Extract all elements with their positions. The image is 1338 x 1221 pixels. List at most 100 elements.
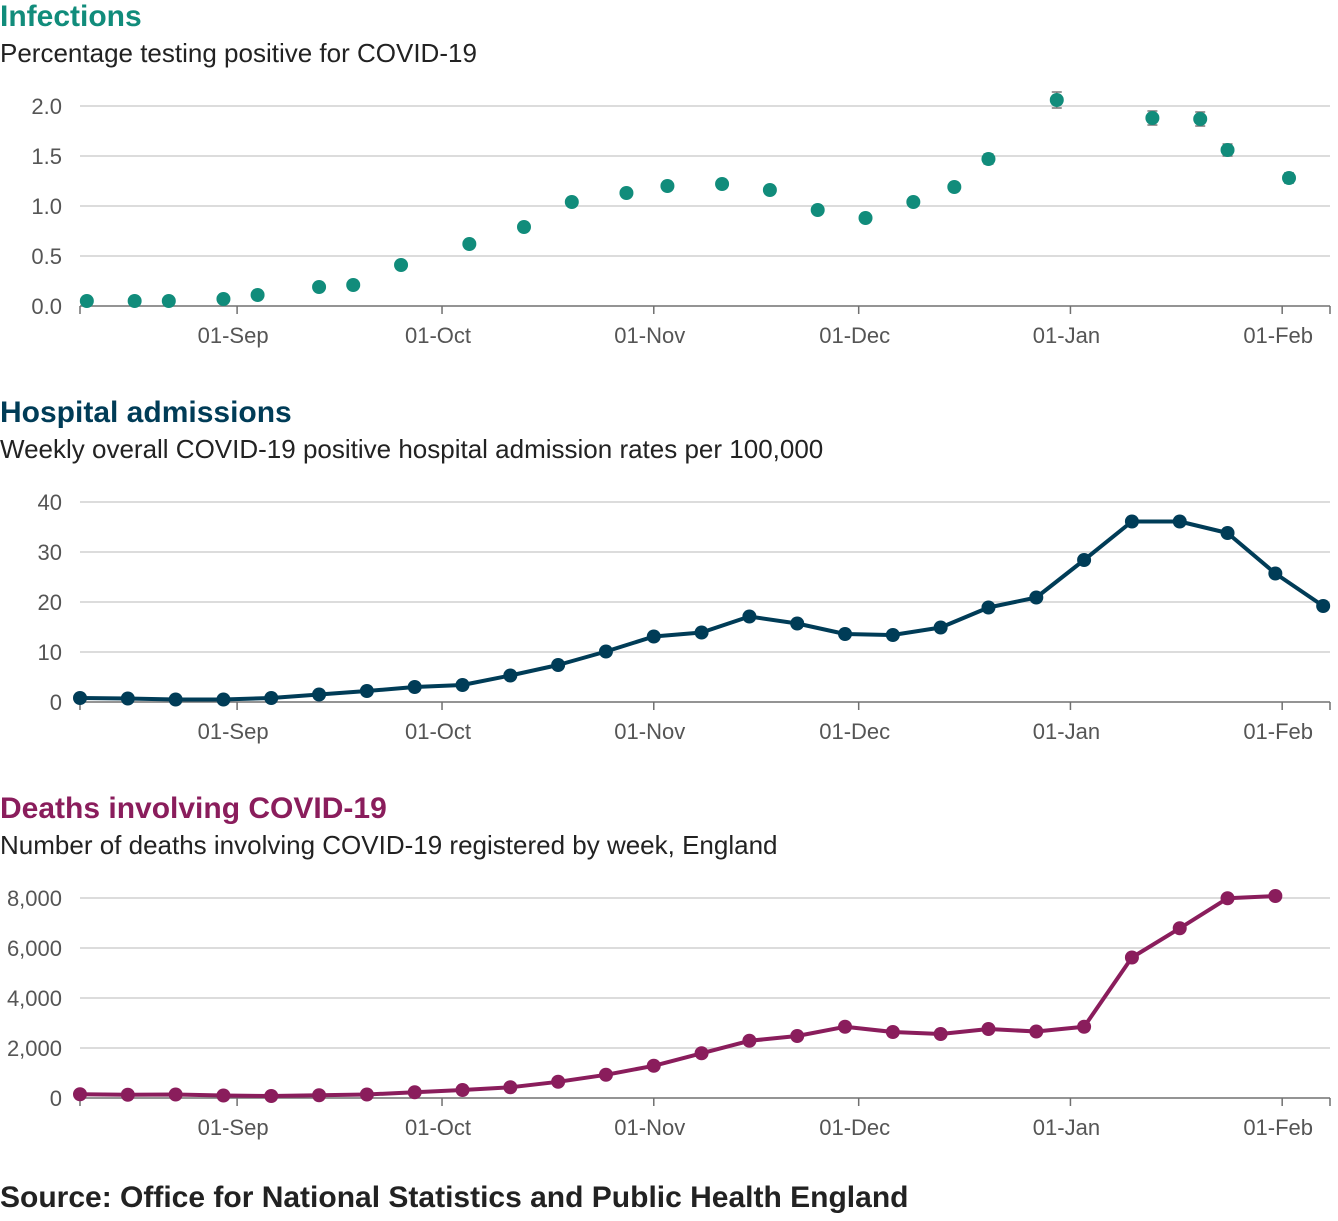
deaths-data-point [73,1087,87,1102]
admissions-data-point [168,692,183,707]
deaths-chart: 0 2,000 4,000 6,000 8,000 01-Sep 01-Oct 01-Nov 0… [7,886,1331,1140]
source-note: Source: Office for National Statistics a… [0,1181,909,1214]
admissions-data-point [646,629,661,644]
admissions-data-point [455,678,470,692]
deaths-data-point [264,1089,279,1103]
admissions-x-tick-label: 01-Jan [1033,719,1100,744]
deaths-y-tick-label: 4,000 [7,986,62,1011]
deaths-x-tick-label: 01-Oct [405,1115,471,1140]
admissions-y-tick-label: 30 [38,540,62,565]
admissions-data-point [1316,599,1331,613]
admissions-data-point [1268,566,1283,581]
admissions-data-point [503,668,518,683]
admissions-series-line [79,519,1325,702]
infections-x-tick-label: 01-Feb [1243,323,1313,348]
admissions-x-tick-label: 01-Feb [1243,719,1313,744]
deaths-y-tick-label: 2,000 [7,1036,62,1061]
deaths-data-point [981,1022,996,1036]
infections-data-point [619,186,634,200]
deaths-data-point [503,1080,518,1095]
admissions-y-tick-label: 10 [38,640,62,665]
admissions-x-tick-label: 01-Dec [819,719,890,744]
admissions-y-tick-label: 0 [50,690,62,715]
admissions-chart: 0 10 20 30 40 01-Sep 01-Oct 01-Nov 01-Dec 01-Jan 0… [38,490,1331,744]
admissions-data-point [981,600,996,615]
infections-data-point [715,177,730,191]
infections-x-tick-label: 01-Oct [405,323,471,348]
infections-data-point [1282,171,1297,185]
deaths-data-point [742,1033,757,1048]
infections-y-tick-label: 2.0 [31,94,62,119]
infections-data-point [516,220,531,234]
admissions-data-point [742,609,757,624]
infections-data-point [346,278,361,292]
admissions-y-tick-label: 20 [38,590,62,615]
deaths-y-tick-label: 0 [50,1086,62,1111]
infections-subtitle: Percentage testing positive for COVID-19 [0,38,477,68]
infections-data-point [762,183,777,197]
infections-x-tick-label: 01-Jan [1033,323,1100,348]
admissions-data-point [1124,514,1139,529]
admissions-data-point [598,644,613,659]
deaths-data-point [838,1019,853,1034]
admissions-data-point [885,628,900,642]
deaths-title: Deaths involving COVID-19 [0,792,387,825]
deaths-x-tick-label: 01-Sep [198,1115,269,1140]
admissions-data-point [73,691,87,705]
deaths-data-point [407,1085,422,1100]
admissions-data-point [933,620,948,635]
infections-y-tick-label: 0.5 [31,244,62,269]
deaths-series-line [79,894,1276,1098]
deaths-data-point [694,1046,709,1061]
infections-data-point [216,292,231,306]
admissions-data-point [790,616,805,631]
deaths-data-point [551,1074,566,1089]
infections-y-tick-label: 0.0 [31,294,62,319]
infections-data-point [858,211,873,225]
infections-data-point [394,258,409,272]
deaths-data-point [646,1058,661,1073]
deaths-data-point [1077,1019,1092,1034]
admissions-data-point [120,691,135,706]
infections-data-point [981,152,996,166]
deaths-data-point [598,1067,613,1082]
admissions-data-point [694,625,709,640]
deaths-x-tick-label: 01-Feb [1243,1115,1313,1140]
infections-title: Infections [0,0,142,33]
infections-data-point [947,180,962,194]
admissions-subtitle: Weekly overall COVID-19 positive hospita… [0,434,824,464]
admissions-x-tick-label: 01-Nov [614,719,685,744]
deaths-y-tick-label: 8,000 [7,886,62,911]
admissions-data-point [216,692,231,707]
infections-data-point [1193,112,1208,126]
deaths-data-point [1029,1024,1044,1039]
infections-data-point [810,203,825,217]
deaths-data-point [216,1088,231,1103]
infections-x-tick-label: 01-Nov [614,323,685,348]
infections-data-point [127,294,142,308]
admissions-data-point [838,627,853,641]
deaths-data-point [359,1087,374,1102]
infections-data-point [660,179,675,193]
infections-y-tick-label: 1.5 [31,144,62,169]
deaths-data-point [885,1025,900,1039]
admissions-data-point [407,680,422,694]
admissions-data-point [1029,590,1044,605]
deaths-data-point [1172,921,1187,936]
infections-data-point [312,280,327,294]
deaths-x-tick-label: 01-Nov [614,1115,685,1140]
deaths-x-tick-label: 01-Jan [1033,1115,1100,1140]
infections-y-tick-label: 1.0 [31,194,62,219]
infections-data-point [462,237,477,251]
infections-data-point [906,195,921,209]
infections-data-point [79,294,94,308]
admissions-data-point [359,684,374,698]
infections-data-point [1145,111,1160,125]
deaths-data-point [933,1027,948,1041]
infections-x-tick-label: 01-Dec [819,323,890,348]
deaths-data-point [1124,950,1139,965]
deaths-data-point [790,1029,805,1043]
deaths-subtitle: Number of deaths involving COVID-19 regi… [0,830,778,860]
infections-x-tick-label: 01-Sep [198,323,269,348]
infections-data-point [250,288,265,302]
